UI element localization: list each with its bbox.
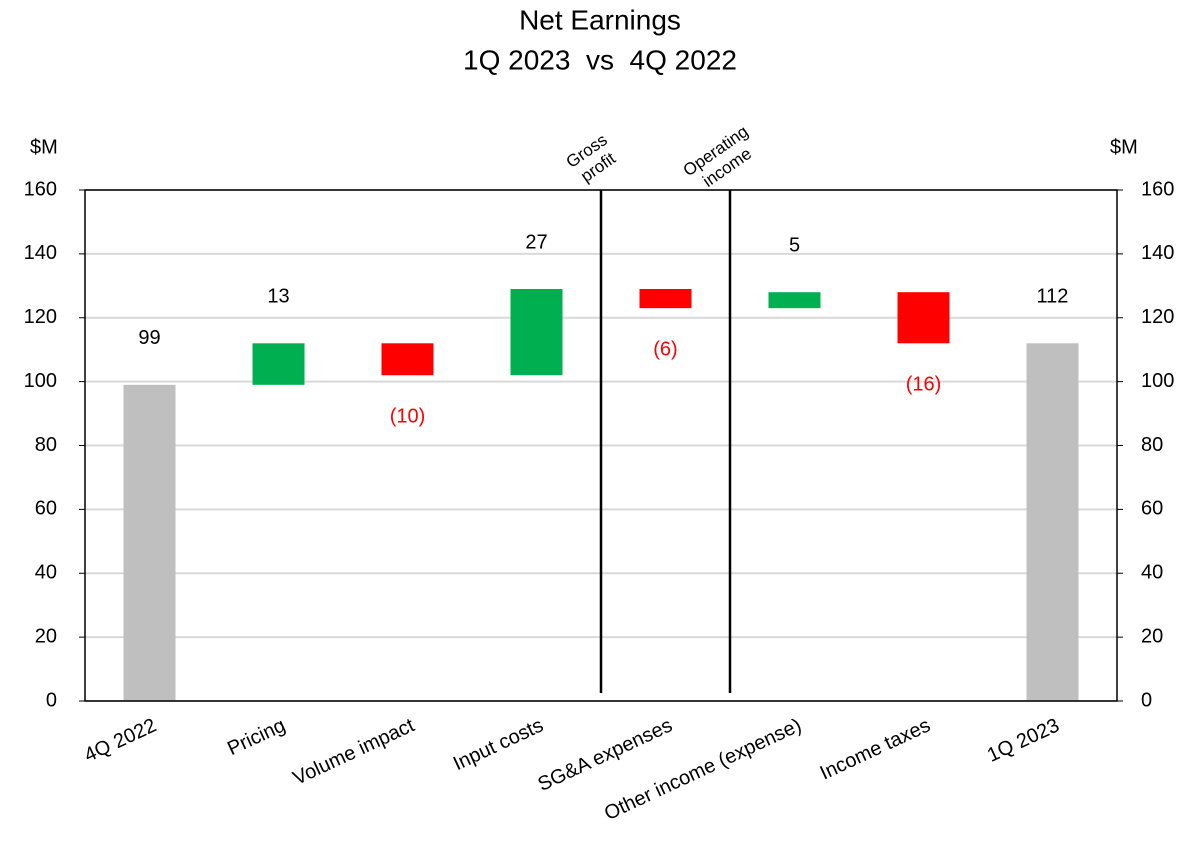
chart-subtitle: 1Q 2023 vs 4Q 2022 xyxy=(463,44,737,75)
y2-tick-label: 120 xyxy=(1141,306,1174,328)
x-tick-label: 4Q 2022 xyxy=(81,714,160,766)
x-tick-label: Input costs xyxy=(450,714,547,775)
y-tick-label: 40 xyxy=(35,562,57,584)
value-label: 5 xyxy=(789,234,800,256)
y-axis-label: $M xyxy=(30,136,58,158)
y2-tick-label: 40 xyxy=(1141,562,1163,584)
y2-tick-label: 80 xyxy=(1141,434,1163,456)
y-tick-label: 100 xyxy=(24,370,57,392)
y-tick-label: 0 xyxy=(46,689,57,711)
value-label: (6) xyxy=(653,338,677,360)
value-label: (10) xyxy=(390,406,426,428)
y2-tick-label: 0 xyxy=(1141,689,1152,711)
y2-tick-label: 60 xyxy=(1141,498,1163,520)
bar xyxy=(510,289,563,376)
bar xyxy=(639,289,692,309)
y2-tick-label: 160 xyxy=(1141,178,1174,200)
y2-axis-label: $M xyxy=(1110,136,1138,158)
bar xyxy=(768,292,821,309)
y-tick-label: 160 xyxy=(24,178,57,200)
bar xyxy=(897,292,950,344)
x-tick-label: Income taxes xyxy=(817,714,934,784)
bar xyxy=(123,384,176,701)
y2-tick-label: 20 xyxy=(1141,625,1163,647)
y2-tick-label: 100 xyxy=(1141,370,1174,392)
value-label: 112 xyxy=(1037,286,1069,308)
chart-title: Net Earnings xyxy=(519,4,681,35)
bar xyxy=(252,343,305,385)
y2-tick-label: 140 xyxy=(1141,242,1174,264)
x-tick-label: 1Q 2023 xyxy=(984,714,1063,766)
y-tick-label: 60 xyxy=(35,498,57,520)
y-tick-label: 120 xyxy=(24,306,57,328)
bar xyxy=(381,343,434,376)
value-label: 99 xyxy=(138,327,160,349)
y-tick-label: 140 xyxy=(24,242,57,264)
y-tick-label: 20 xyxy=(35,625,57,647)
value-label: 13 xyxy=(267,286,289,308)
bar xyxy=(1026,343,1079,701)
x-tick-label: Volume impact xyxy=(290,714,419,790)
x-tick-label: Pricing xyxy=(224,714,289,760)
value-label: 27 xyxy=(525,231,547,253)
y-tick-label: 80 xyxy=(35,434,57,456)
value-label: (16) xyxy=(906,374,942,396)
